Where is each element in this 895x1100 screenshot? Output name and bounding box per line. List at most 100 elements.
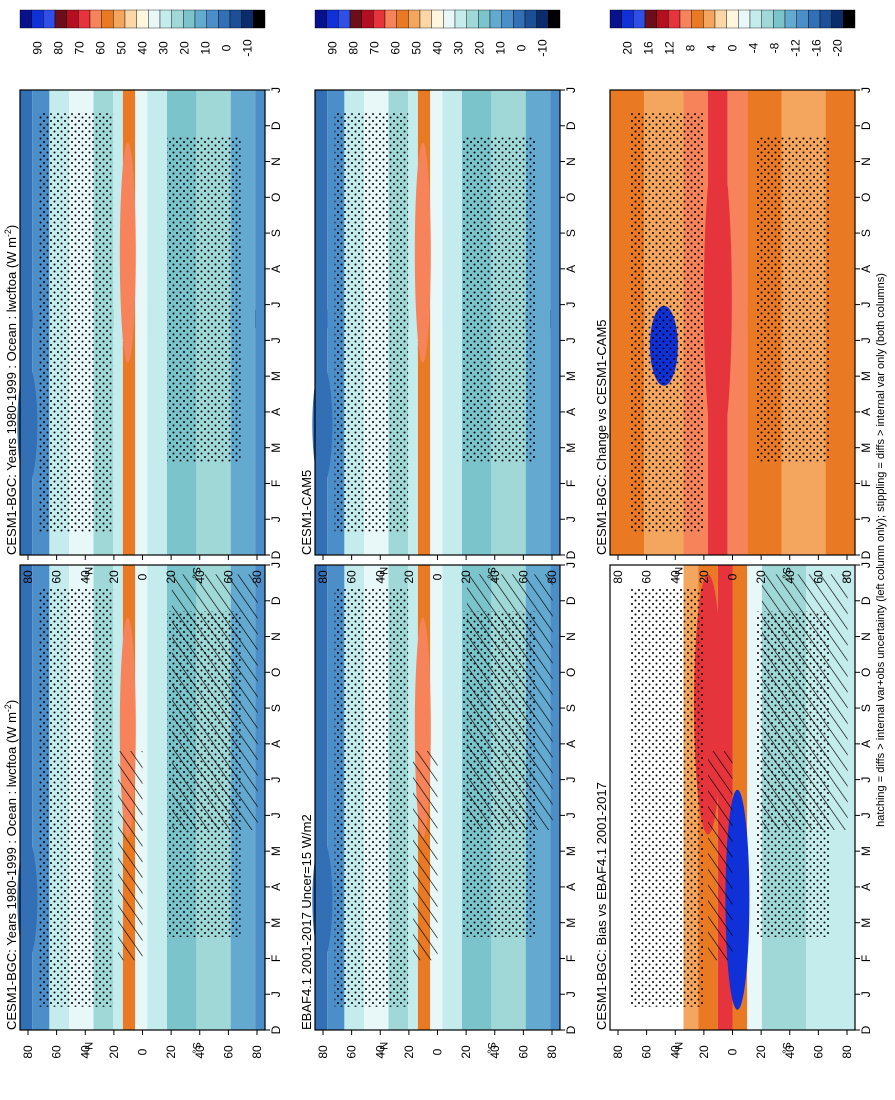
- band-p4-12: [550, 90, 560, 555]
- month-label-p3-5: M: [564, 846, 578, 856]
- month-label-p3-0: D: [564, 1025, 578, 1034]
- cbar-swatch-p4-16: [501, 9, 514, 29]
- month-label-p1-12: D: [269, 596, 283, 605]
- cbar-swatch-p4-12: [454, 9, 467, 29]
- cbar-swatch-p6-8: [703, 9, 716, 29]
- month-label-p1-6: J: [269, 812, 283, 818]
- month-label-p4-13: J: [564, 87, 578, 93]
- cbar-swatch-p6-1: [621, 9, 634, 29]
- band-p4-7: [430, 90, 443, 555]
- cbar-swatch-p6-5: [668, 9, 681, 29]
- panel-p3: 80 60 40 20 0 20 40 60 80°N °SDJFMAMJJASONDJEBAF4…: [299, 309, 578, 1059]
- lat-label-p5-7: 60: [811, 1045, 825, 1059]
- itcz-blob-p2: [119, 142, 136, 363]
- hatch2-p1: [118, 751, 143, 961]
- lat-label-p6-1: 60: [640, 570, 654, 584]
- stipple2-p2: [167, 136, 241, 462]
- cbar-swatch-p6-15: [784, 9, 797, 29]
- lat-label-p5-0: 80: [611, 1045, 625, 1059]
- month-label-p4-4: A: [564, 408, 578, 416]
- title-sup-p2: -2: [3, 229, 13, 237]
- cbar-swatch-p2-6: [89, 9, 102, 29]
- cbar-label-p6-1: 16: [642, 41, 656, 55]
- stipple-p4: [334, 113, 409, 532]
- title-p4: CESM1-CAM5: [299, 470, 314, 555]
- lat-label-p5-4: 0: [726, 1048, 740, 1055]
- cbar-swatch-p2-12: [159, 9, 172, 29]
- lat-label-p2-3: 20: [107, 570, 121, 584]
- lat-label-p3-2: 40: [373, 1045, 387, 1059]
- month-label-p5-11: N: [859, 632, 873, 641]
- month-label-p1-13: J: [269, 562, 283, 568]
- month-label-p2-10: O: [269, 193, 283, 202]
- band-p2-7: [135, 90, 148, 555]
- cbar-label-p4-4: 50: [410, 41, 424, 55]
- month-label-p4-12: D: [564, 121, 578, 130]
- stipple-p5: [629, 588, 704, 1007]
- lat-unit-s-p4: °S: [486, 567, 498, 579]
- cbar-label-p2-5: 40: [136, 41, 150, 55]
- lat-label-p6-8: 80: [840, 570, 854, 584]
- cbar-swatch-p2-0: [19, 9, 32, 29]
- cbar-label-p6-9: -16: [810, 39, 824, 57]
- cbar-swatch-p2-10: [136, 9, 149, 29]
- lat-label-p6-2: 40: [668, 570, 682, 584]
- stipple2-p6: [757, 136, 831, 462]
- month-label-p2-1: J: [269, 516, 283, 522]
- cbar-label-p2-3: 60: [94, 41, 108, 55]
- month-label-p3-3: M: [564, 918, 578, 928]
- cbar-label-p2-2: 70: [73, 41, 87, 55]
- month-label-p4-11: N: [564, 157, 578, 166]
- cbar-swatch-p4-7: [396, 9, 409, 29]
- month-label-p2-8: A: [269, 265, 283, 273]
- month-label-p6-0: D: [859, 550, 873, 559]
- month-label-p2-7: J: [269, 302, 283, 308]
- lat-unit-s-p3: °S: [486, 1042, 498, 1054]
- month-label-p2-5: M: [269, 371, 283, 381]
- lat-unit-s-p2: °S: [191, 567, 203, 579]
- month-label-p3-4: A: [564, 883, 578, 891]
- month-label-p1-8: A: [269, 740, 283, 748]
- cbar-swatch-p2-15: [194, 9, 207, 29]
- cbar-swatch-p2-19: [241, 9, 254, 29]
- lat-unit-s-p5: °S: [781, 1042, 793, 1054]
- band-p2-12: [255, 90, 265, 555]
- lat-label-p1-7: 60: [221, 1045, 235, 1059]
- lat-label-p1-3: 20: [107, 1045, 121, 1059]
- title-p5: CESM1-BGC: Bias vs EBAF4.1 2001-2017: [594, 782, 609, 1030]
- band-p3-0: [315, 565, 328, 1030]
- month-label-p2-4: A: [269, 408, 283, 416]
- chg-red-blob: [703, 139, 732, 460]
- cbar-swatch-p6-14: [773, 9, 786, 29]
- month-label-p5-0: D: [859, 1025, 873, 1034]
- cbar-swatch-p2-14: [183, 9, 196, 29]
- cbar-swatch-p4-4: [361, 9, 374, 29]
- cbar-swatch-p6-18: [819, 9, 832, 29]
- month-label-p1-0: D: [269, 1025, 283, 1034]
- cbar-swatch-p6-2: [633, 9, 646, 29]
- month-label-p6-7: J: [859, 302, 873, 308]
- cbar-swatch-p4-17: [513, 9, 526, 29]
- lat-label-p4-8: 80: [545, 570, 559, 584]
- cbar-swatch-p6-7: [691, 9, 704, 29]
- cbar-label-p6-0: 20: [621, 41, 635, 55]
- stipple-p3: [334, 588, 409, 1007]
- lat-label-p4-5: 20: [459, 570, 473, 584]
- lat-label-p3-4: 0: [431, 1048, 445, 1055]
- cbar-swatch-p4-10: [431, 9, 444, 29]
- hatch2-p5: [708, 751, 733, 961]
- band-p1-12: [255, 565, 265, 1030]
- cbar-label-p4-5: 40: [431, 41, 445, 55]
- lat-label-p5-6: 40: [783, 1045, 797, 1059]
- month-label-p6-5: M: [859, 371, 873, 381]
- month-label-p1-5: M: [269, 846, 283, 856]
- polar-blob-p3: [312, 839, 333, 960]
- cbar-label-p4-1: 80: [347, 41, 361, 55]
- cbar-label-p2-8: 10: [199, 41, 213, 55]
- cbar-label-p2-10: -10: [241, 39, 255, 57]
- stipple-p6: [629, 113, 704, 532]
- lat-label-p2-7: 60: [221, 570, 235, 584]
- month-label-p4-1: J: [564, 516, 578, 522]
- panel-p2: 80 60 40 20 0 20 40 60 80°N °SDJFMAMJJASONDJCESM1…: [3, 9, 283, 584]
- month-label-p2-11: N: [269, 157, 283, 166]
